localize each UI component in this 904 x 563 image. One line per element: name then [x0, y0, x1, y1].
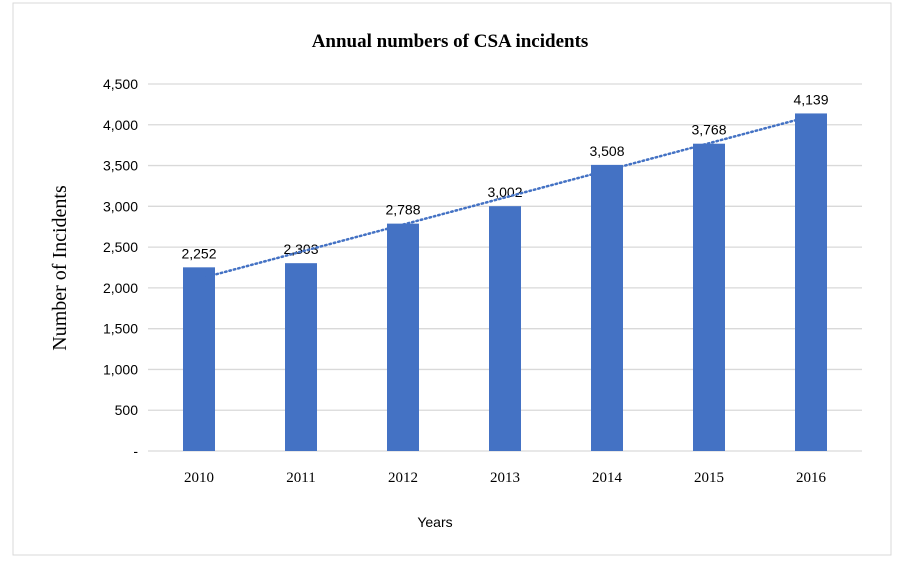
x-tick-label: 2011 — [286, 470, 315, 486]
x-tick-label: 2016 — [796, 470, 827, 486]
y-tick-label: 1,500 — [103, 321, 138, 337]
y-tick-label: 4,000 — [103, 117, 138, 133]
bar-2016 — [795, 113, 827, 451]
y-tick-label: 500 — [115, 402, 139, 418]
y-tick-label: 2,500 — [103, 239, 138, 255]
bar-2010 — [183, 267, 215, 451]
y-axis-label: Number of Incidents — [49, 185, 71, 351]
x-axis-label: Years — [417, 514, 452, 530]
bar-2014 — [591, 164, 623, 451]
data-label: 4,139 — [793, 91, 828, 107]
y-tick-label: 4,500 — [103, 76, 138, 92]
x-tick-label: 2014 — [592, 470, 623, 486]
data-label: 2,252 — [181, 245, 216, 261]
x-tick-label: 2010 — [184, 470, 214, 486]
bar-2011 — [285, 263, 317, 451]
chart-title: Annual numbers of CSA incidents — [312, 31, 589, 52]
data-label: 3,768 — [691, 122, 726, 138]
x-tick-label: 2013 — [490, 470, 520, 486]
trendline — [197, 114, 813, 281]
x-tick-label: 2015 — [694, 470, 724, 486]
y-tick-label: 2,000 — [103, 280, 138, 296]
x-tick-label: 2012 — [388, 470, 418, 486]
y-tick-label: 1,000 — [103, 361, 138, 377]
data-label: 2,788 — [385, 202, 420, 218]
bar-2012 — [387, 223, 419, 451]
bar-2013 — [489, 206, 521, 451]
chart-border — [12, 2, 892, 556]
data-label: 3,508 — [589, 143, 624, 159]
y-tick-label: 3,000 — [103, 198, 138, 214]
y-tick-label: 3,500 — [103, 158, 138, 174]
bar-2015 — [693, 143, 725, 451]
y-tick-label: - — [133, 443, 138, 459]
